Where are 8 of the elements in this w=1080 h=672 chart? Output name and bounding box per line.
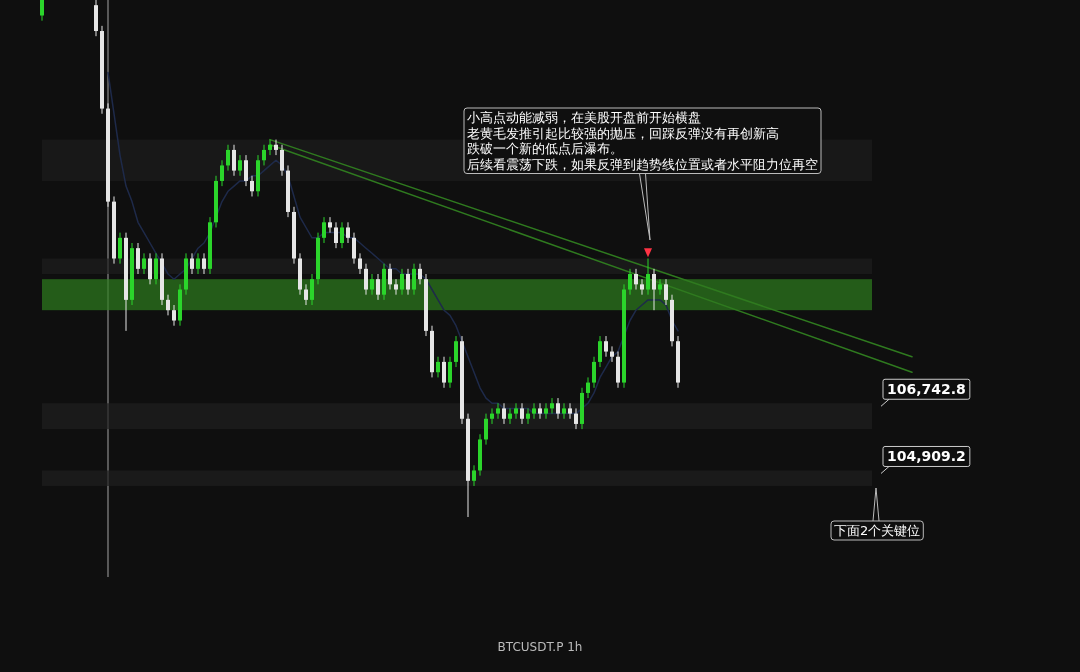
annotation: 跌破一个新的低点后瀑布。 — [467, 141, 623, 156]
band-label: 104,909.2 — [887, 448, 966, 465]
annotation: 下面2个关键位 — [834, 523, 921, 538]
annotation: 后续看震荡下跌，如果反弹到趋势线位置或者水平阻力位再空 — [467, 156, 818, 172]
annotation: 小高点动能减弱，在美股开盘前开始横盘 — [467, 110, 701, 125]
band-label: 106,742.8 — [887, 381, 966, 398]
annotation: 老黄毛发推引起比较强的抛压，回踩反弹没有再创新高 — [467, 125, 779, 141]
title: BTCUSDT.P 1h — [497, 640, 583, 654]
